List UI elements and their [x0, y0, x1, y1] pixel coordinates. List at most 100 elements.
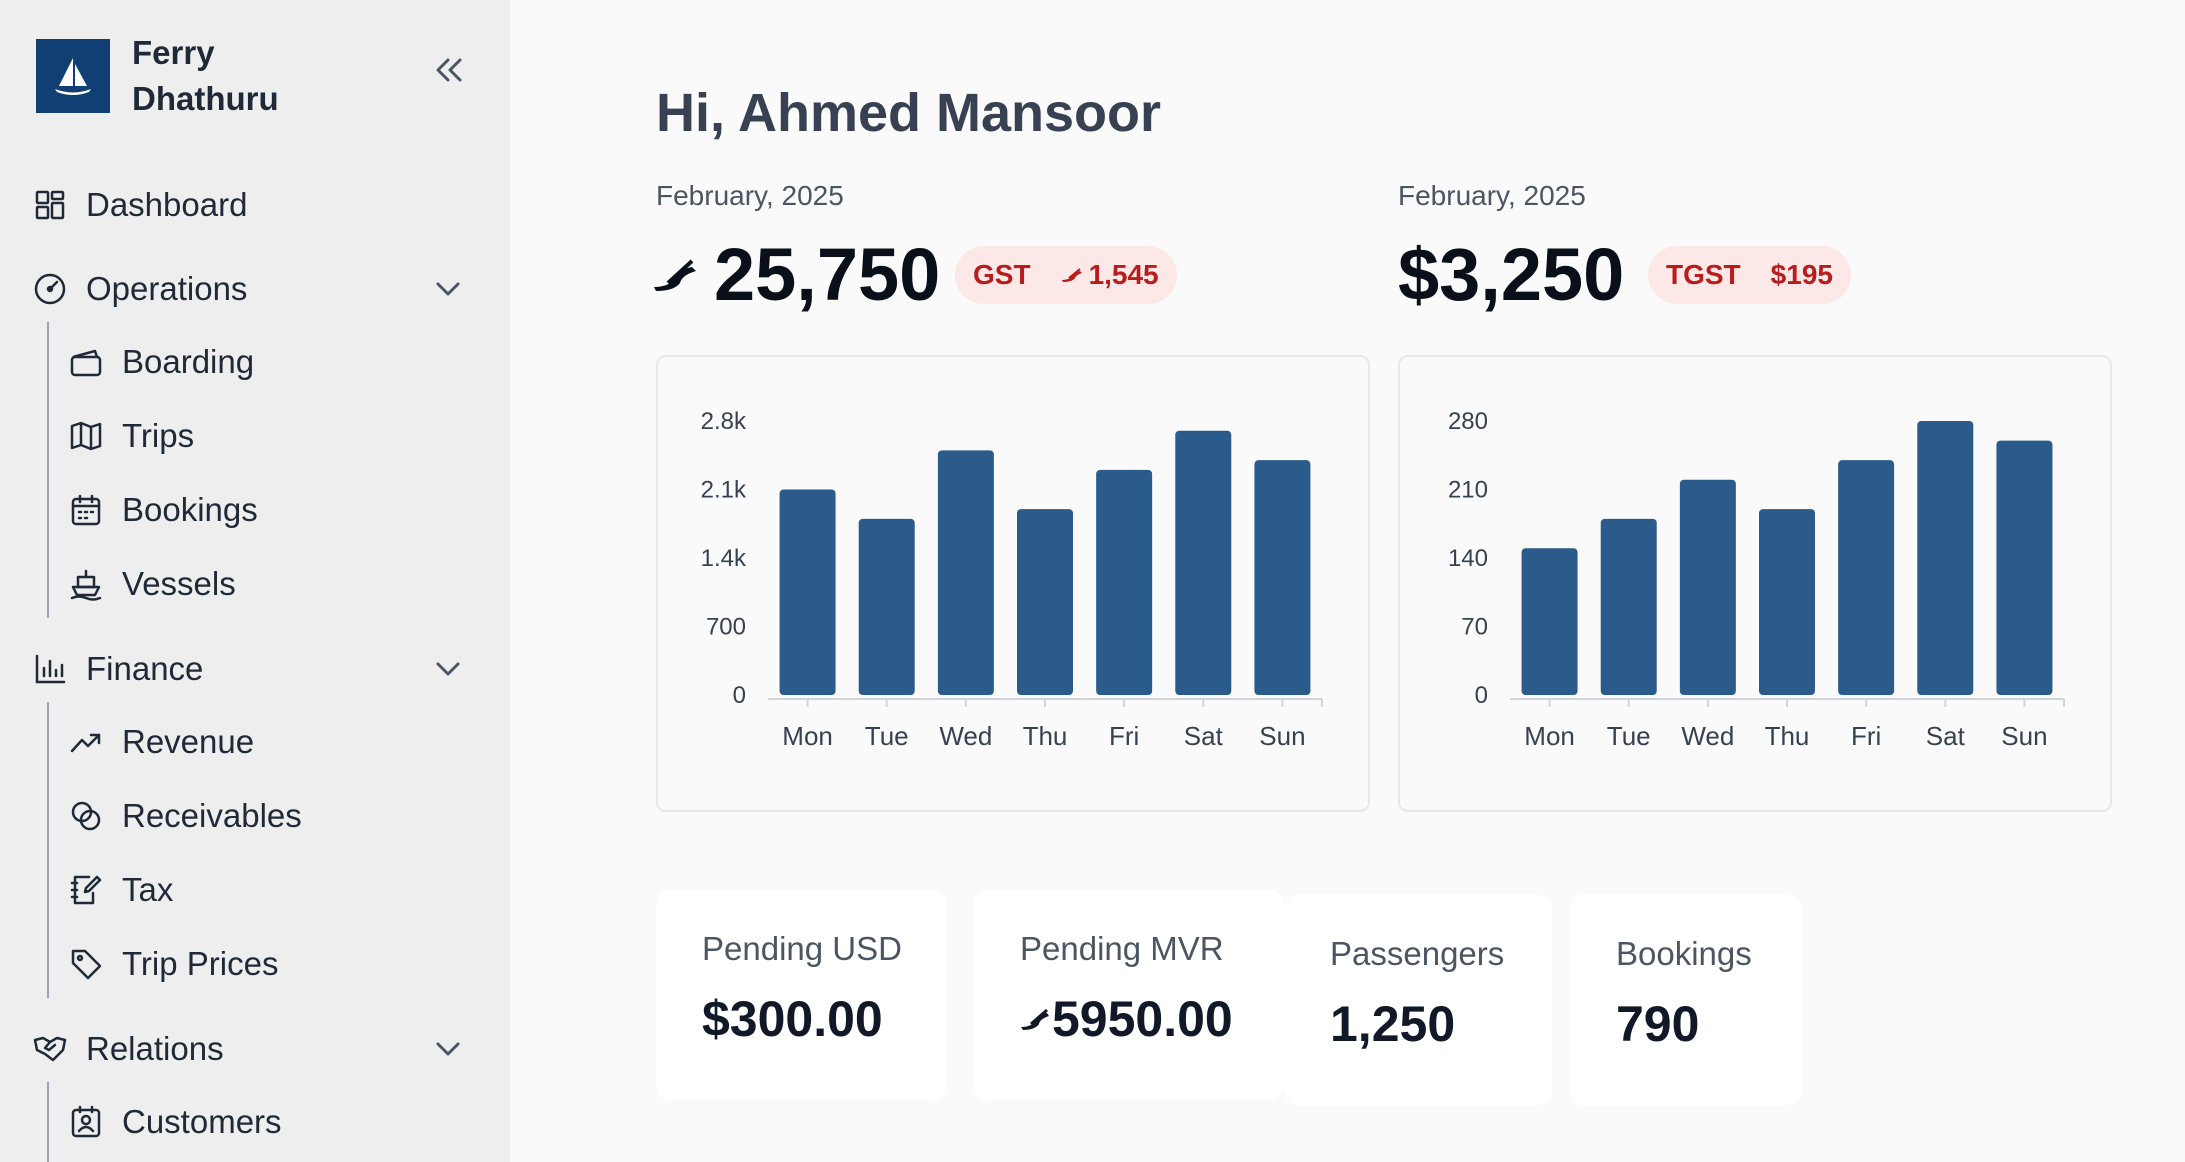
chevron-down-icon[interactable] — [430, 650, 466, 686]
bookings-card[interactable]: Bookings 790 — [1570, 895, 1802, 1105]
sidebar-item-label: Finance — [86, 650, 204, 687]
sidebar-item-boarding[interactable]: Boarding — [68, 343, 254, 381]
y-tick-label: 210 — [1448, 477, 1488, 504]
sidebar-item-trips[interactable]: Trips — [68, 417, 194, 455]
tgst-badge: TGST $195 — [1648, 246, 1851, 304]
collapse-sidebar-icon[interactable] — [430, 52, 466, 88]
mvr-weekly-bar-chart: 0 700 1.4k 2.1k 2.8k Mon Tue Wed Thu Fri Sat Sun — [701, 408, 1323, 751]
sidebar-item-label: Relations — [86, 1030, 224, 1067]
usd-weekly-chart-card: 0 70 140 210 280 Mon Tue Wed Thu Fri Sat Sun — [1398, 355, 2112, 812]
mvr-period: February, 2025 — [656, 180, 844, 211]
sidebar-item-operations[interactable]: Operations — [32, 270, 247, 308]
sidebar-item-label: Boarding — [122, 343, 255, 380]
y-tick-label: 280 — [1448, 408, 1488, 435]
y-tick-label: 2.8k — [701, 408, 747, 435]
coins-icon — [68, 798, 104, 834]
sidebar-item-label: Vessels — [122, 565, 236, 602]
ticket-icon — [68, 344, 104, 380]
y-tick-label: 140 — [1448, 545, 1488, 572]
sidebar-item-label: Customers — [122, 1103, 282, 1140]
gst-badge: GST 1,545 — [955, 246, 1177, 304]
stat-value: 790 — [1616, 996, 1700, 1052]
sidebar-item-label: Dashboard — [86, 186, 248, 223]
y-tick-label: 0 — [1475, 682, 1488, 709]
x-tick-label: Sat — [1926, 721, 1966, 751]
y-tick-label: 2.1k — [701, 477, 747, 504]
x-tick-label: Mon — [1524, 721, 1575, 751]
chevron-down-icon[interactable] — [430, 1030, 466, 1066]
tag-icon — [68, 946, 104, 982]
submenu-divider — [47, 1082, 49, 1162]
chevron-down-icon[interactable] — [430, 270, 466, 306]
contact-icon — [68, 1104, 104, 1140]
bar-sun — [1254, 460, 1311, 695]
y-tick-label: 70 — [1461, 614, 1488, 641]
bar-tue — [1600, 518, 1657, 695]
pending-usd-card[interactable]: Pending USD $300.00 — [656, 890, 946, 1100]
gst-label: GST — [973, 259, 1031, 290]
bar-mon — [779, 489, 836, 695]
rufiyaa-small-icon — [1061, 267, 1083, 283]
brand-name: Ferry Dhathuru — [132, 34, 279, 117]
brand[interactable]: Ferry Dhathuru — [36, 30, 312, 122]
stat-value-wrap: 5950.00 — [1020, 990, 1233, 1048]
tgst-value: $195 — [1770, 259, 1833, 290]
bar-thu — [1017, 509, 1073, 695]
passengers-card[interactable]: Passengers 1,250 — [1284, 895, 1552, 1105]
pending-mvr-card[interactable]: Pending MVR 5950.00 — [974, 890, 1284, 1100]
sidebar-item-receivables[interactable]: Receivables — [68, 797, 302, 835]
x-tick-label: Sun — [1259, 721, 1305, 751]
ship-icon — [68, 566, 104, 602]
stat-label: Pending MVR — [1020, 930, 1224, 967]
handshake-icon — [32, 1031, 68, 1067]
x-tick-label: Tue — [865, 721, 909, 751]
sidebar-item-label: Tax — [122, 871, 174, 908]
dashboard-grid-icon — [32, 187, 68, 223]
bar-sun — [1996, 440, 2053, 695]
submenu-divider — [47, 702, 49, 998]
usd-total: $3,250 — [1398, 233, 1625, 316]
stat-value: 1,250 — [1330, 996, 1456, 1052]
x-tick-label: Sun — [2001, 721, 2047, 751]
usd-weekly-bar-chart: 0 70 140 210 280 Mon Tue Wed Thu Fri Sat Sun — [1448, 408, 2065, 751]
gst-value: 1,545 — [1088, 259, 1159, 290]
stat-label: Pending USD — [702, 930, 902, 967]
notebook-pen-icon — [68, 872, 104, 908]
page-title: Hi, Ahmed Mansoor — [656, 83, 1162, 143]
stat-label: Bookings — [1616, 935, 1752, 972]
sidebar-item-relations[interactable]: Relations — [32, 1030, 224, 1068]
bar-wed — [1679, 479, 1736, 695]
sidebar-item-dashboard[interactable]: Dashboard — [32, 186, 247, 224]
x-tick-label: Fri — [1109, 721, 1139, 751]
stat-label: Passengers — [1330, 935, 1505, 972]
x-tick-label: Thu — [1023, 721, 1068, 751]
mvr-weekly-chart-card: 0 700 1.4k 2.1k 2.8k Mon Tue Wed Thu Fri Sat Sun — [656, 355, 1370, 812]
sidebar-item-customers[interactable]: Customers — [68, 1103, 282, 1141]
bar-sat — [1175, 430, 1232, 695]
submenu-divider — [47, 322, 49, 618]
stat-value: $300.00 — [702, 991, 883, 1047]
stat-value: 5950.00 — [1052, 991, 1233, 1047]
sidebar-item-vessels[interactable]: Vessels — [68, 565, 236, 603]
sidebar-item-finance[interactable]: Finance — [32, 650, 203, 688]
bar-thu — [1759, 509, 1815, 695]
map-icon — [68, 418, 104, 454]
x-tick-label: Sat — [1184, 721, 1224, 751]
sidebar-item-label: Trip Prices — [122, 945, 279, 982]
bar-chart-icon — [32, 651, 68, 687]
x-tick-label: Mon — [782, 721, 833, 751]
sidebar-item-label: Operations — [86, 270, 248, 307]
gauge-icon — [32, 271, 68, 307]
sidebar-item-bookings[interactable]: Bookings — [68, 491, 258, 529]
sidebar-item-revenue[interactable]: Revenue — [68, 723, 254, 761]
bar-fri — [1096, 469, 1153, 695]
sidebar-item-tax[interactable]: Tax — [68, 871, 173, 909]
y-tick-label: 0 — [733, 682, 746, 709]
sidebar-item-trip-prices[interactable]: Trip Prices — [68, 945, 278, 983]
bar-fri — [1838, 460, 1895, 695]
calendar-icon — [68, 492, 104, 528]
x-tick-label: Fri — [1851, 721, 1881, 751]
rufiyaa-icon — [1020, 1007, 1050, 1031]
usd-period: February, 2025 — [1398, 180, 1586, 211]
mvr-total: 25,750 — [652, 232, 940, 317]
